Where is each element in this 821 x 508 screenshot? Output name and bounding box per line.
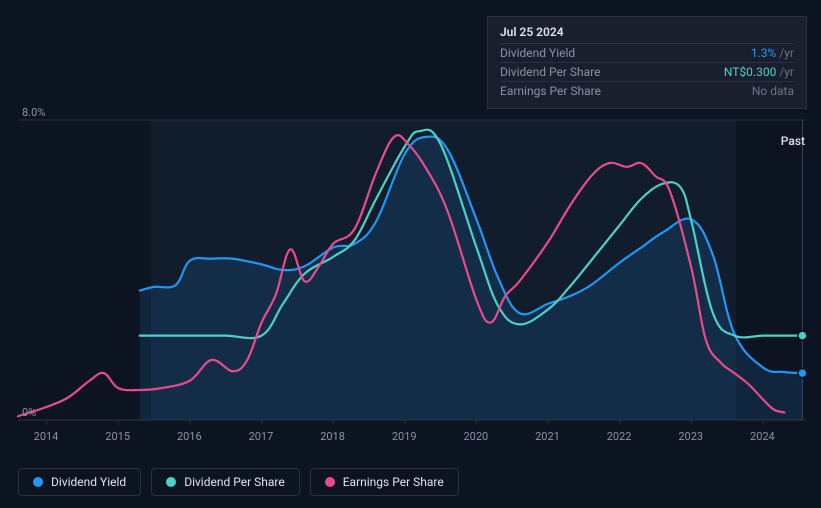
- legend-dot-icon: [166, 477, 176, 487]
- tooltip-row-label: Earnings Per Share: [500, 84, 601, 98]
- x-tick-label: 2018: [320, 430, 345, 443]
- x-tick-label: 2014: [34, 430, 59, 443]
- tooltip-row: Dividend Yield 1.3% /yr: [500, 44, 794, 63]
- y-tick-label: 8.0%: [22, 106, 45, 119]
- x-tick-label: 2021: [535, 430, 560, 443]
- x-tick-label: 2024: [750, 430, 775, 443]
- tooltip-row-label: Dividend Yield: [500, 46, 575, 60]
- x-tick-label: 2019: [392, 430, 417, 443]
- x-tick-label: 2020: [463, 430, 488, 443]
- legend-item-dividend_yield[interactable]: Dividend Yield: [18, 468, 141, 496]
- x-tick-label: 2016: [177, 430, 202, 443]
- x-tick-label: 2017: [249, 430, 274, 443]
- x-tick-label: 2022: [607, 430, 632, 443]
- tooltip-date: Jul 25 2024: [500, 25, 794, 44]
- tooltip-row-label: Dividend Per Share: [500, 65, 601, 79]
- marker-dividend_per_share: [798, 331, 807, 340]
- legend-dot-icon: [325, 477, 335, 487]
- legend-item-dividend_per_share[interactable]: Dividend Per Share: [151, 468, 300, 496]
- tooltip-row: Dividend Per Share NT$0.300 /yr: [500, 63, 794, 82]
- y-tick-label: 0%: [22, 406, 36, 419]
- tooltip: Jul 25 2024 Dividend Yield1.3% /yrDivide…: [487, 16, 807, 109]
- legend-label: Earnings Per Share: [343, 475, 444, 489]
- tooltip-row: Earnings Per Share No data: [500, 82, 794, 100]
- legend-label: Dividend Per Share: [184, 475, 285, 489]
- tooltip-row-value: NT$0.300 /yr: [724, 65, 794, 79]
- legend-dot-icon: [33, 477, 43, 487]
- tooltip-row-value: No data: [752, 84, 794, 98]
- x-tick-label: 2015: [105, 430, 130, 443]
- tooltip-row-value: 1.3% /yr: [751, 46, 794, 60]
- chart-root: Past Jul 25 2024 Dividend Yield1.3% /yrD…: [0, 0, 821, 508]
- past-label: Past: [781, 134, 805, 148]
- marker-dividend_yield: [798, 369, 807, 378]
- legend-label: Dividend Yield: [51, 475, 126, 489]
- legend: Dividend Yield Dividend Per Share Earnings…: [18, 468, 459, 496]
- legend-item-earnings_per_share[interactable]: Earnings Per Share: [310, 468, 459, 496]
- x-tick-label: 2023: [678, 430, 703, 443]
